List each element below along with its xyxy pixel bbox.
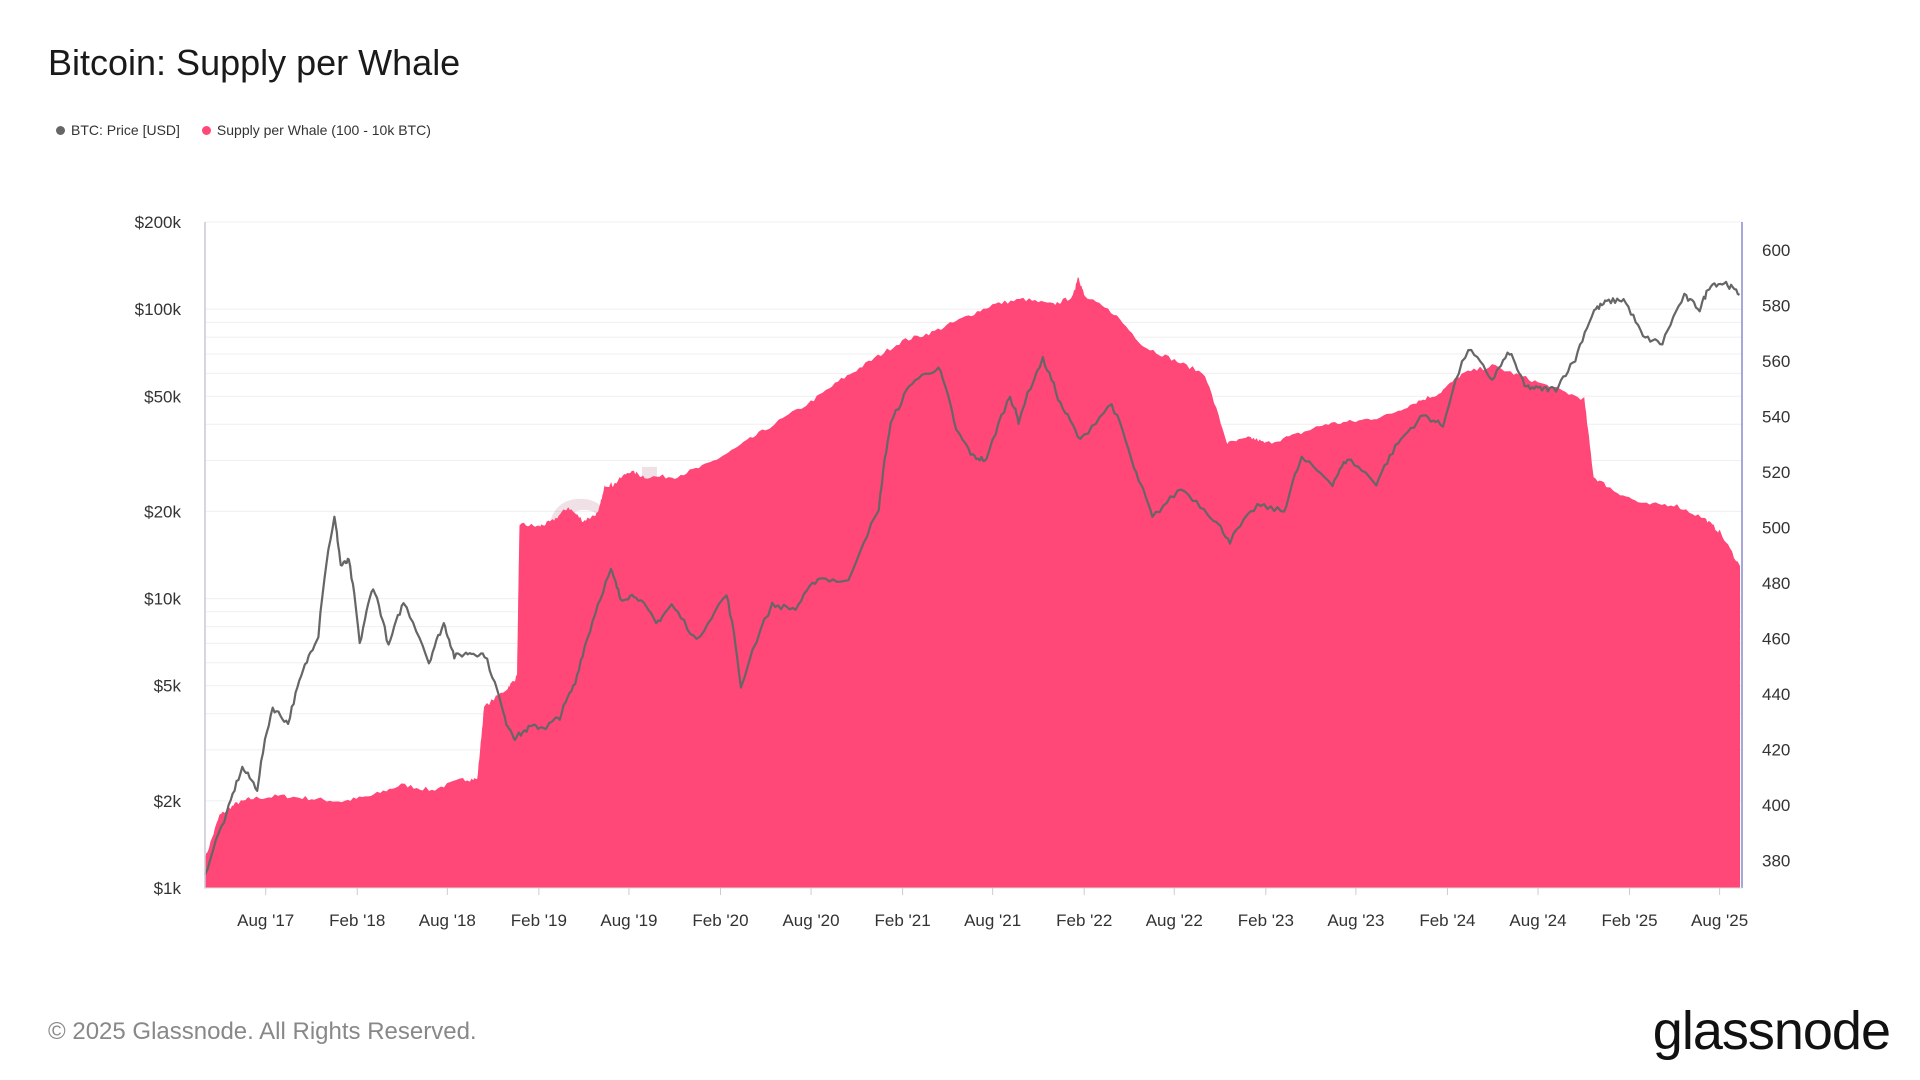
right-axis-tick-label: 480 bbox=[1762, 574, 1790, 593]
x-axis-tick-label: Aug '19 bbox=[600, 911, 657, 930]
right-axis-tick-label: 600 bbox=[1762, 241, 1790, 260]
right-axis-tick-label: 440 bbox=[1762, 685, 1790, 704]
x-axis-tick-label: Aug '20 bbox=[782, 911, 839, 930]
legend-label-supply: Supply per Whale (100 - 10k BTC) bbox=[216, 122, 431, 138]
right-axis-tick-label: 380 bbox=[1762, 851, 1790, 870]
right-axis-tick-label: 520 bbox=[1762, 463, 1790, 482]
left-axis-tick-label: $10k bbox=[144, 590, 181, 609]
left-axis-tick-label: $20k bbox=[144, 502, 181, 521]
axis-layer: $1k $2k $5k $10k $20k $50k $100k $200k 380 400 420… bbox=[135, 213, 1791, 930]
x-axis-tick-label: Aug '23 bbox=[1327, 911, 1384, 930]
x-axis-tick-label: Aug '25 bbox=[1691, 911, 1748, 930]
btc-price-line bbox=[204, 280, 1741, 876]
right-axis-tick-label: 500 bbox=[1762, 518, 1790, 537]
page-title: Bitcoin: Supply per Whale bbox=[48, 42, 461, 83]
x-axis-tick-label: Feb '22 bbox=[1056, 911, 1112, 930]
x-axis-tick-label: Aug '17 bbox=[237, 911, 294, 930]
legend-item-price[interactable]: BTC: Price [USD] bbox=[56, 122, 180, 138]
legend-label-price: BTC: Price [USD] bbox=[71, 122, 180, 138]
left-axis-tick-label: $2k bbox=[154, 792, 182, 811]
right-axis-tick-label: 540 bbox=[1762, 407, 1790, 426]
right-axis-tick-label: 460 bbox=[1762, 629, 1790, 648]
right-axis-tick-label: 400 bbox=[1762, 796, 1790, 815]
x-axis-tick-label: Feb '24 bbox=[1419, 911, 1475, 930]
right-axis-tick-label: 580 bbox=[1762, 296, 1790, 315]
x-axis-tick-label: Feb '20 bbox=[692, 911, 748, 930]
left-axis-tick-label: $100k bbox=[135, 300, 182, 319]
left-axis-tick-label: $200k bbox=[135, 213, 182, 232]
price-line-layer bbox=[204, 280, 1741, 876]
legend-dot-price bbox=[56, 125, 65, 135]
legend-item-supply[interactable]: Supply per Whale (100 - 10k BTC) bbox=[201, 122, 431, 138]
copyright-footer: © 2025 Glassnode. All Rights Reserved. bbox=[48, 1018, 477, 1045]
right-axis-tick-label: 420 bbox=[1762, 740, 1790, 759]
left-axis-tick-label: $50k bbox=[144, 387, 181, 406]
supply-per-whale-area bbox=[204, 277, 1740, 889]
x-axis-tick-label: Aug '21 bbox=[964, 911, 1021, 930]
x-axis-tick-label: Feb '25 bbox=[1601, 911, 1657, 930]
legend-dot-supply bbox=[201, 125, 211, 135]
left-axis-tick-label: $5k bbox=[154, 677, 182, 696]
x-axis-tick-label: Feb '18 bbox=[329, 911, 385, 930]
supply-area-layer bbox=[204, 277, 1740, 889]
chart-legend: BTC: Price [USD] Supply per Whale (100 -… bbox=[56, 122, 431, 138]
x-axis-tick-label: Aug '22 bbox=[1146, 911, 1203, 930]
x-axis-tick-label: Feb '19 bbox=[511, 911, 567, 930]
x-axis-tick-label: Aug '24 bbox=[1509, 911, 1566, 930]
x-axis-tick-label: Aug '18 bbox=[419, 911, 476, 930]
x-axis-tick-label: Feb '23 bbox=[1238, 911, 1294, 930]
left-axis-tick-label: $1k bbox=[154, 879, 182, 898]
brand-logo[interactable]: glassnode bbox=[1652, 1001, 1891, 1061]
x-axis-tick-label: Feb '21 bbox=[875, 911, 931, 930]
right-axis-tick-label: 560 bbox=[1762, 352, 1790, 371]
